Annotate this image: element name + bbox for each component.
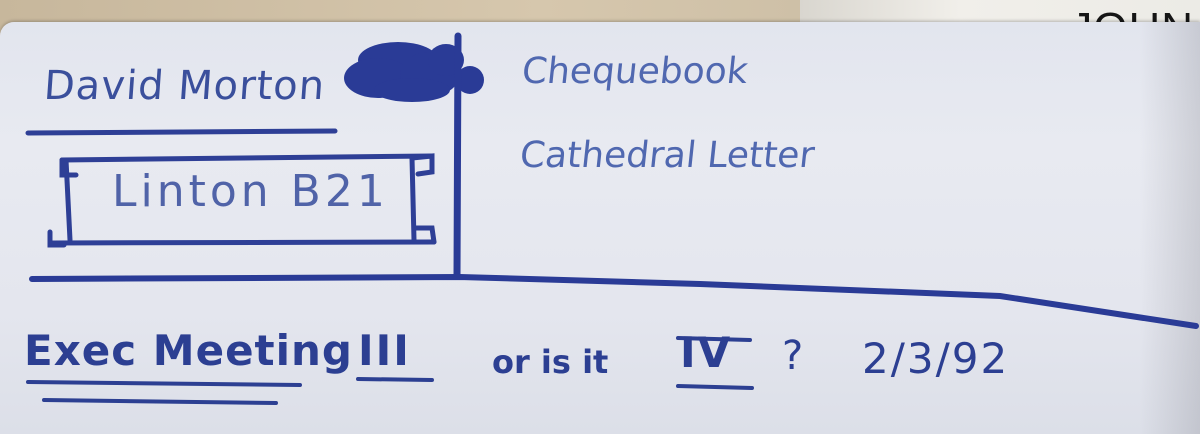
- question-mark: ?: [782, 333, 804, 379]
- meeting-label: Exec Meeting: [24, 326, 353, 375]
- numeral-a-underline: [356, 377, 434, 382]
- todo-item-cathedral-letter: Cathedral Letter: [517, 135, 817, 176]
- meeting-numeral-a: III: [358, 326, 411, 375]
- vertical-divider: [453, 32, 462, 280]
- place-text: Linton B21: [112, 166, 389, 217]
- todo-item-chequebook: Chequebook: [519, 51, 750, 92]
- numeral-b-overline: [676, 336, 752, 342]
- notebook-page: [0, 22, 1200, 434]
- name-underline: [25, 128, 338, 136]
- meeting-underline-1: [26, 380, 302, 387]
- name-text: David Morton: [42, 63, 327, 109]
- numeral-b-underline: [676, 384, 754, 390]
- meeting-numeral-b: IV: [680, 328, 733, 377]
- horizontal-divider: [29, 273, 1199, 329]
- place-scroll-box: [47, 153, 437, 248]
- meeting-date: 2/3/92: [862, 334, 1010, 383]
- tree-drawing: [344, 42, 484, 102]
- meeting-question: or is it: [492, 343, 609, 381]
- meeting-underline-2: [42, 398, 278, 405]
